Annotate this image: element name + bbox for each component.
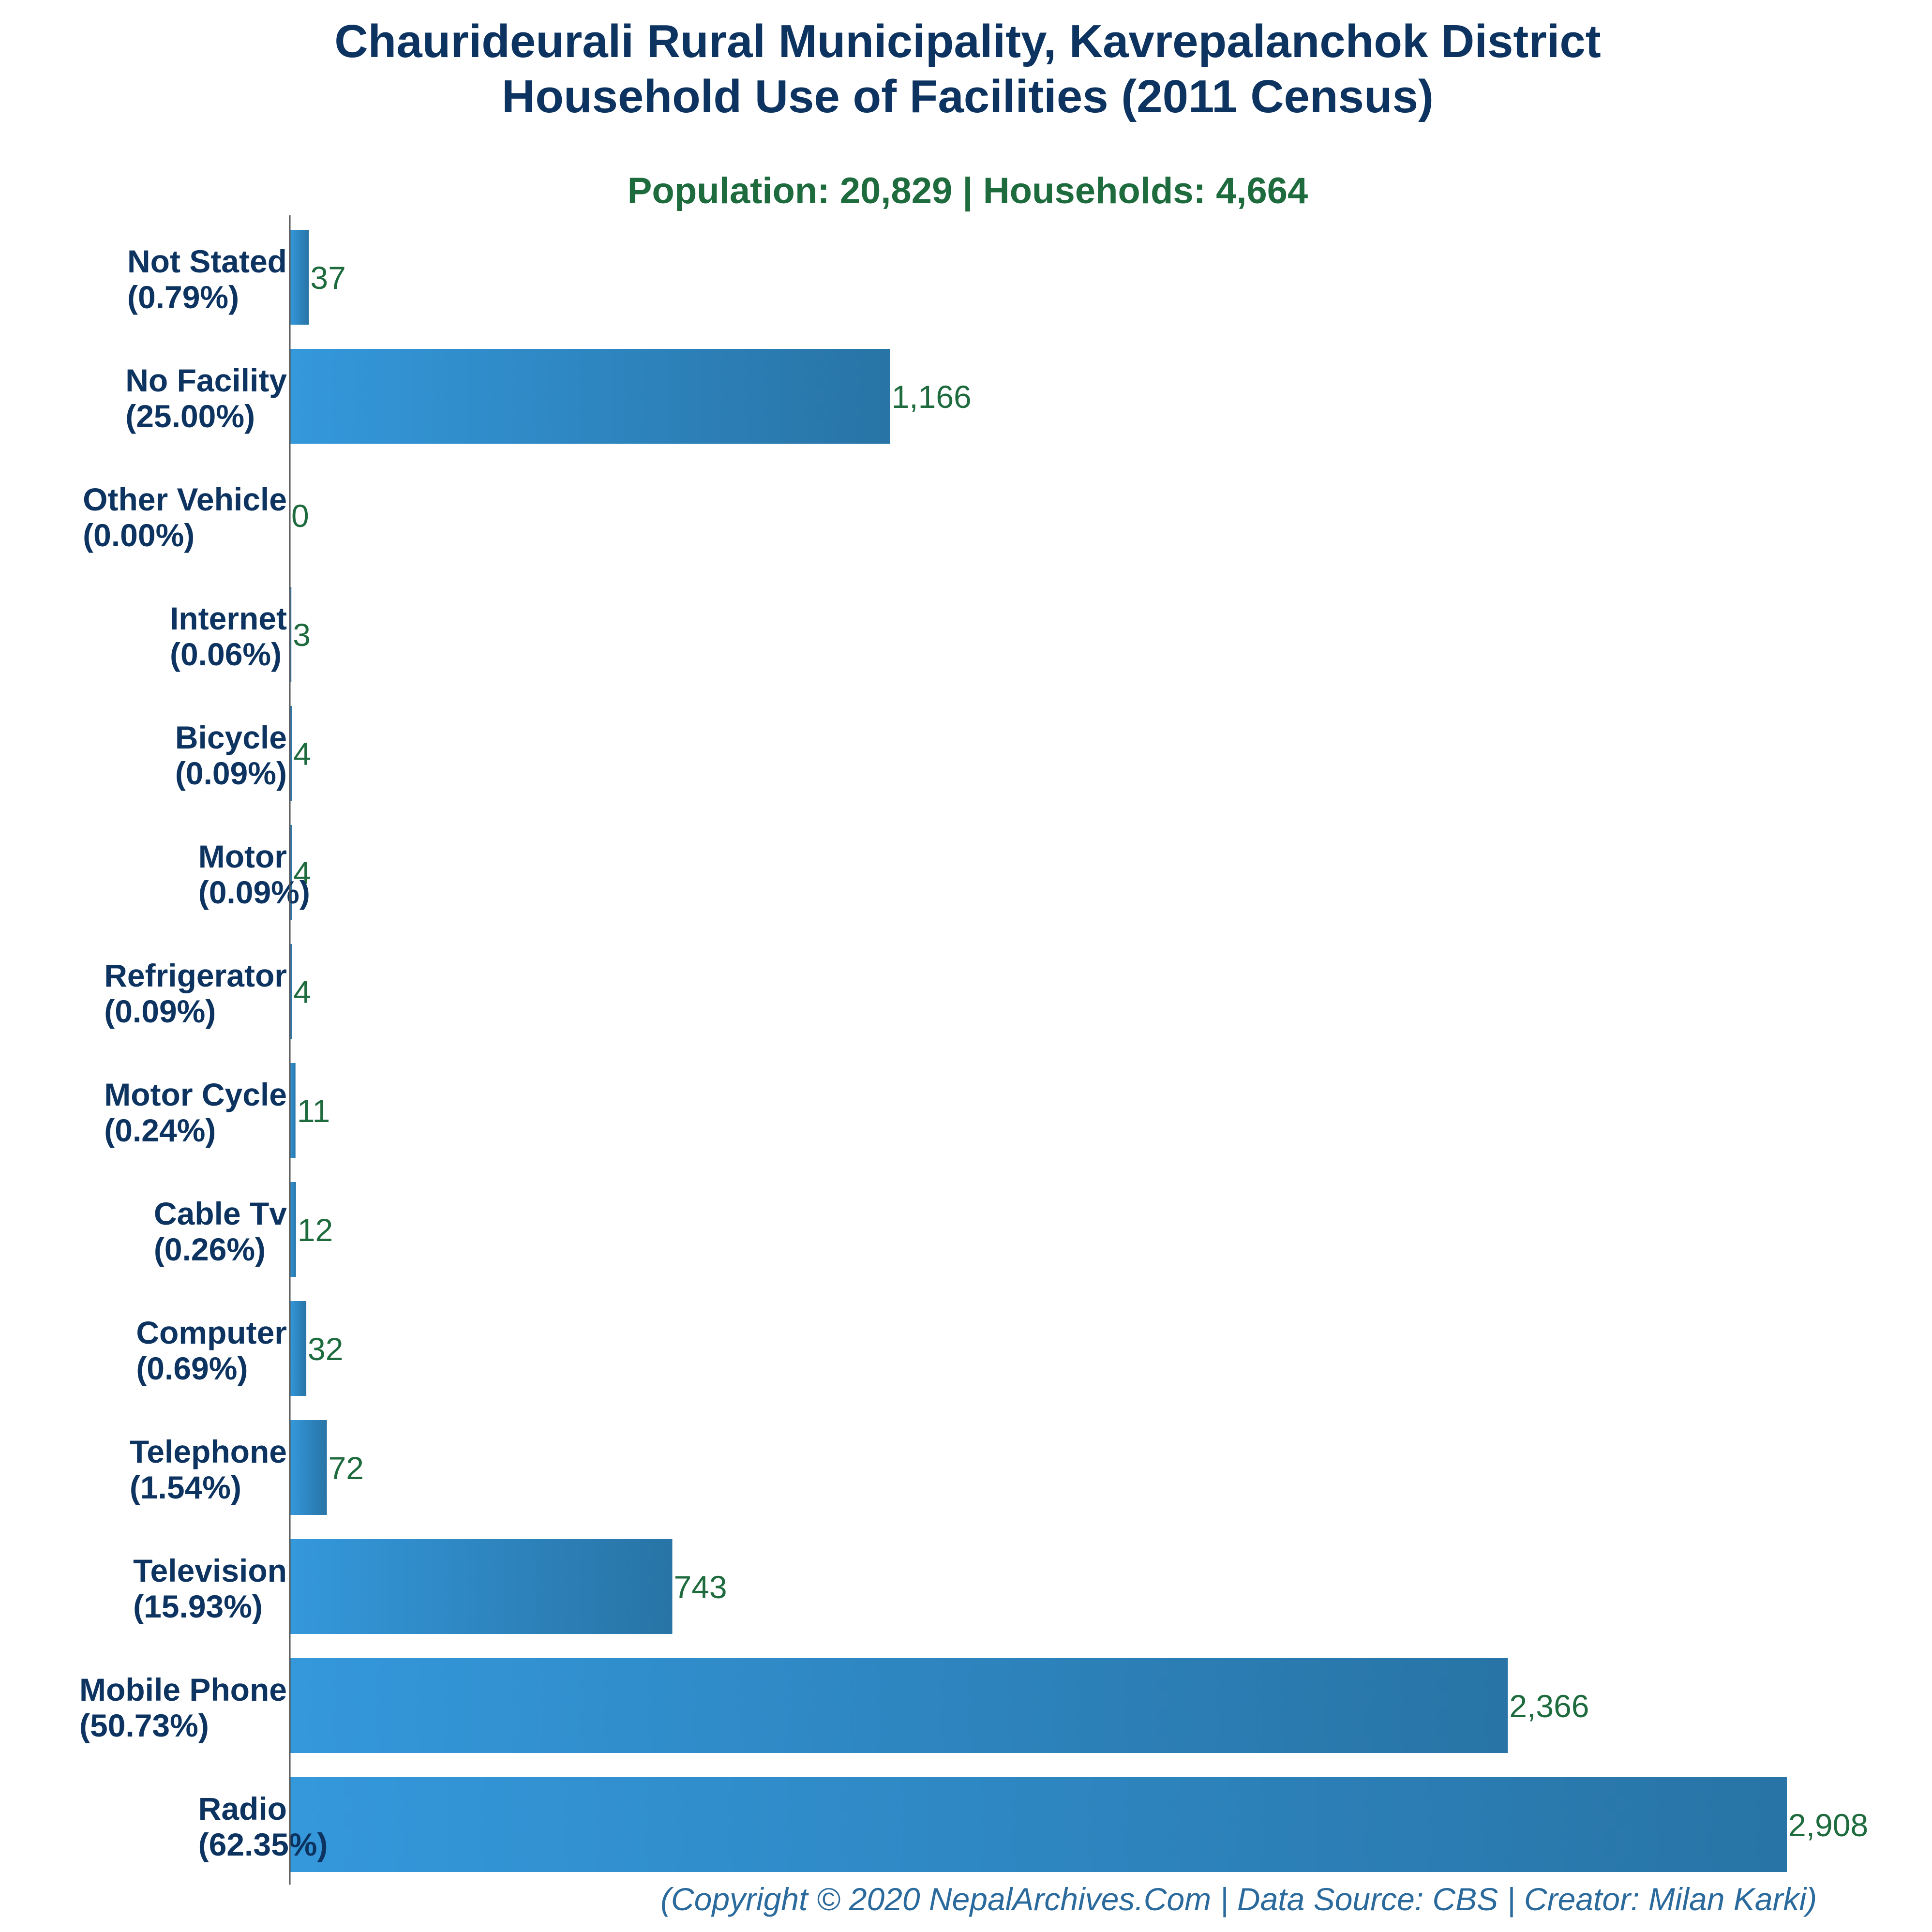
- percent-label-mobile-phone: (50.73%): [79, 1707, 209, 1743]
- bar-group-television: 743 Television(15.93%): [133, 1539, 727, 1634]
- bar-motor: [290, 825, 292, 920]
- category-label-refrigerator: Refrigerator: [104, 958, 287, 993]
- category-label-other-vehicle: Other Vehicle: [83, 481, 287, 517]
- value-label-telephone: 72: [329, 1450, 364, 1486]
- category-label-telephone: Telephone: [130, 1434, 287, 1469]
- value-label-cable-tv: 12: [298, 1212, 333, 1248]
- value-label-television: 743: [674, 1569, 727, 1605]
- bar-group-computer: 32 Computer(0.69%): [136, 1301, 343, 1396]
- percent-label-other-vehicle: (0.00%): [83, 517, 195, 553]
- bar-group-telephone: 72 Telephone(1.54%): [130, 1420, 364, 1515]
- chart-title-line2: Household Use of Facilities (2011 Census…: [502, 71, 1434, 122]
- bar-internet: [290, 587, 292, 682]
- bar-telephone: [290, 1420, 327, 1515]
- bar-refrigerator: [290, 944, 292, 1039]
- bar-group-cable-tv: 12 Cable Tv(0.26%): [154, 1182, 333, 1277]
- category-label-cable-tv: Cable Tv: [154, 1196, 287, 1231]
- bar-cable-tv: [290, 1182, 296, 1277]
- category-label-no-facility: No Facility: [125, 362, 287, 398]
- value-label-other-vehicle: 0: [291, 498, 309, 534]
- bar-not-stated: [290, 230, 309, 325]
- percent-label-television: (15.93%): [133, 1588, 263, 1624]
- category-label-bicycle: Bicycle: [175, 719, 287, 755]
- category-label-motor-cycle: Motor Cycle: [104, 1077, 287, 1112]
- chart-footer: (Copyright © 2020 NepalArchives.Com | Da…: [660, 1881, 1817, 1918]
- category-label-internet: Internet: [170, 600, 287, 636]
- bar-group-not-stated: 37 Not Stated(0.79%): [127, 230, 346, 325]
- bar-group-motor-cycle: 11 Motor Cycle(0.24%): [104, 1063, 330, 1158]
- percent-label-computer: (0.69%): [136, 1350, 248, 1386]
- percent-label-no-facility: (25.00%): [125, 398, 255, 434]
- percent-label-bicycle: (0.09%): [175, 755, 287, 791]
- value-label-refrigerator: 4: [293, 974, 311, 1010]
- category-label-radio: Radio: [198, 1791, 287, 1827]
- percent-label-cable-tv: (0.26%): [154, 1231, 266, 1267]
- value-label-internet: 3: [293, 617, 311, 653]
- bar-television: [290, 1539, 673, 1634]
- value-label-mobile-phone: 2,366: [1509, 1688, 1589, 1724]
- bar-group-no-facility: 1,166 No Facility(25.00%): [125, 349, 972, 444]
- chart-title-line1: Chaurideurali Rural Municipality, Kavrep…: [334, 15, 1601, 67]
- percent-label-telephone: (1.54%): [130, 1469, 241, 1505]
- value-label-motor-cycle: 11: [297, 1093, 330, 1129]
- bars-layer: 37 Not Stated(0.79%) 1,166 No Facility(25.0…: [79, 230, 1868, 1872]
- bar-bicycle: [290, 706, 292, 801]
- bar-no-facility: [290, 349, 890, 444]
- value-label-radio: 2,908: [1788, 1807, 1868, 1843]
- bar-group-radio: 2,908 Radio(62.35%): [198, 1777, 1868, 1872]
- percent-label-not-stated: (0.79%): [127, 279, 239, 315]
- value-label-bicycle: 4: [293, 736, 311, 772]
- value-label-not-stated: 37: [310, 260, 345, 296]
- bar-motor-cycle: [290, 1063, 296, 1158]
- category-label-television: Television: [133, 1553, 287, 1588]
- category-label-mobile-phone: Mobile Phone: [79, 1672, 287, 1707]
- bar-mobile-phone: [290, 1658, 1508, 1753]
- bar-computer: [290, 1301, 307, 1396]
- value-label-no-facility: 1,166: [892, 379, 972, 415]
- category-label-motor: Motor: [198, 839, 287, 874]
- percent-label-internet: (0.06%): [170, 636, 282, 672]
- chart-subtitle: Population: 20,829 | Households: 4,664: [628, 170, 1308, 212]
- value-label-computer: 32: [308, 1331, 343, 1367]
- percent-label-motor: (0.09%): [198, 874, 310, 910]
- bar-group-mobile-phone: 2,366 Mobile Phone(50.73%): [79, 1658, 1589, 1753]
- percent-label-motor-cycle: (0.24%): [104, 1112, 216, 1148]
- category-label-computer: Computer: [136, 1315, 287, 1350]
- bar-radio: [290, 1777, 1787, 1872]
- percent-label-refrigerator: (0.09%): [104, 993, 216, 1029]
- percent-label-radio: (62.35%): [198, 1827, 328, 1862]
- category-label-not-stated: Not Stated: [127, 243, 287, 279]
- value-label-motor: 4: [293, 855, 311, 891]
